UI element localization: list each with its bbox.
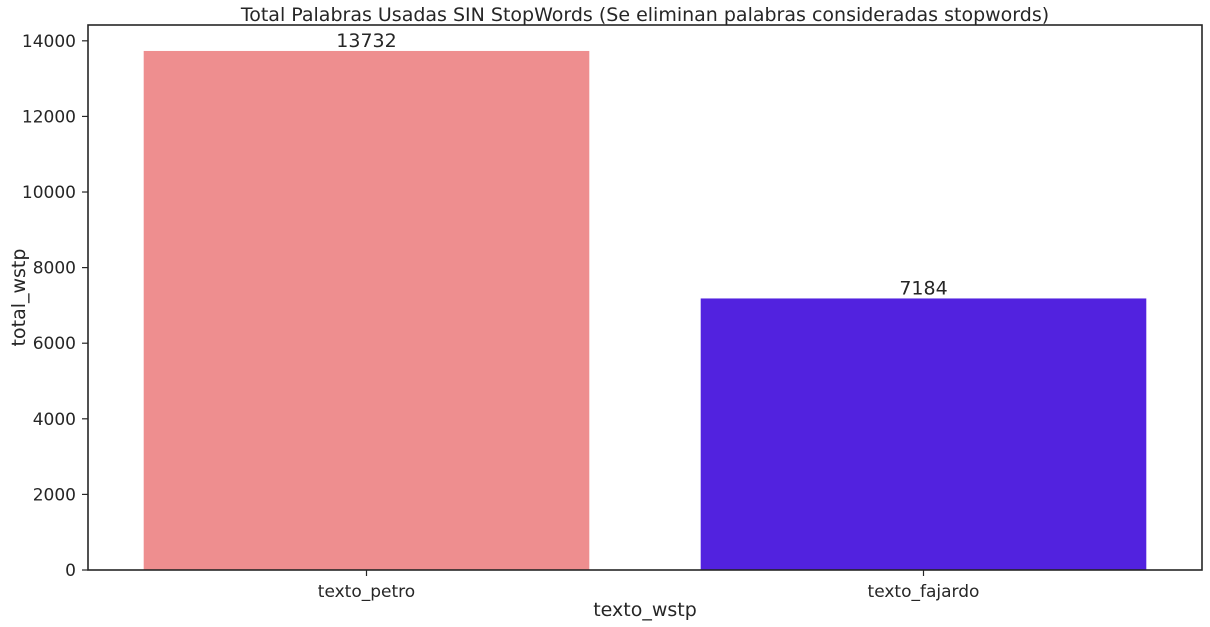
y-tick-label: 10000 (22, 183, 76, 203)
x-tick-label: texto_petro (318, 582, 415, 602)
y-tick-label: 8000 (33, 259, 76, 279)
bar-value-label: 7184 (899, 277, 947, 299)
plot-frame (87, 24, 1203, 571)
x-axis-ticks: texto_petro texto_fajardo (318, 570, 980, 602)
y-tick-label: 14000 (22, 32, 76, 52)
y-tick-label: 0 (65, 561, 76, 581)
bar-value-label: 13732 (336, 30, 396, 52)
chart-title: Total Palabras Usadas SIN StopWords (Se … (240, 4, 1049, 26)
y-tick-label: 12000 (22, 107, 76, 127)
x-axis-label: texto_wstp (593, 599, 697, 621)
y-axis-ticks: 0 2000 4000 6000 8000 10000 12000 14000 (22, 32, 88, 581)
bar-data-labels: 13732 7184 (336, 30, 947, 300)
x-tick-label: texto_fajardo (868, 582, 980, 602)
bars (143, 50, 1147, 570)
bar-texto_petro (143, 50, 590, 570)
y-tick-label: 4000 (33, 410, 76, 430)
y-axis-label: total_wstp (8, 249, 30, 347)
y-tick-label: 2000 (33, 485, 76, 505)
bar-texto_fajardo (700, 298, 1147, 570)
y-tick-label: 6000 (33, 334, 76, 354)
